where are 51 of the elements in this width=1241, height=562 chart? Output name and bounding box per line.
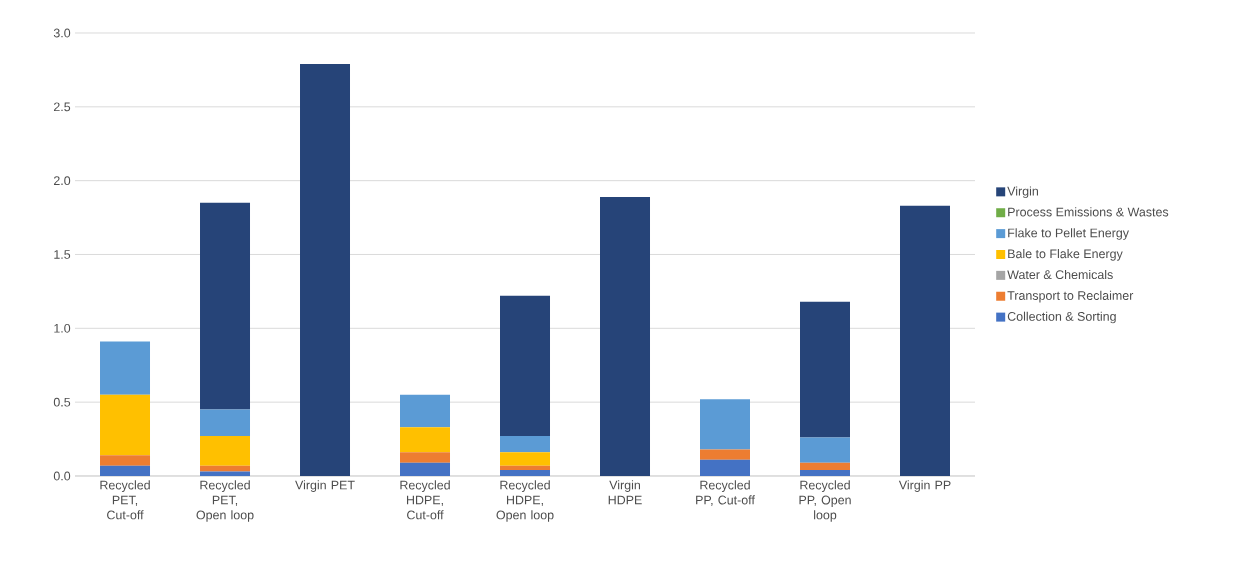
bar	[200, 465, 251, 472]
legend-label: Flake to Pellet Energy	[1008, 228, 1129, 240]
x-tick-label: Recycled HDPE, Open loop	[496, 480, 554, 522]
y-tick-label: 3.0	[53, 28, 71, 38]
y-tick-label: 2.5	[53, 102, 71, 112]
bar	[200, 202, 251, 410]
bar	[600, 196, 650, 476]
y-tick-label: 2.0	[53, 176, 71, 186]
bar	[500, 436, 551, 453]
bar	[500, 465, 551, 471]
bar	[700, 459, 750, 476]
x-tick-label: Virgin HDPE	[608, 480, 642, 505]
bar	[800, 437, 850, 463]
bar	[100, 341, 151, 395]
legend-label: Bale to Flake Energy	[1008, 249, 1123, 261]
bar	[200, 471, 251, 476]
bar	[400, 462, 451, 476]
bar	[500, 470, 551, 476]
bar	[700, 449, 750, 460]
bar	[700, 399, 750, 450]
bar	[100, 394, 151, 456]
bar	[400, 452, 451, 463]
bar	[200, 409, 251, 437]
y-tick-label: 0.5	[53, 397, 71, 407]
bar	[800, 301, 850, 438]
x-tick-label: Recycled PP, Cut-off	[696, 480, 755, 506]
bar	[100, 465, 151, 476]
y-tick-label: 0.0	[53, 471, 71, 481]
bar	[400, 427, 451, 453]
bar	[100, 455, 151, 466]
bar	[800, 462, 850, 471]
x-tick-label: Recycled PET, Open loop	[196, 480, 254, 522]
bar	[500, 452, 551, 466]
y-tick-label: 1.0	[54, 323, 71, 333]
y-tick-label: 1.5	[54, 250, 71, 259]
legend-label: Transport to Reclaimer	[1007, 290, 1134, 303]
legend-label: Collection & Sorting	[1007, 311, 1116, 324]
bar	[200, 436, 251, 466]
bar	[900, 205, 950, 476]
x-tick-label: Virgin PP	[898, 480, 951, 492]
legend-label: Virgin	[1007, 186, 1038, 199]
bar	[500, 295, 551, 437]
bar	[800, 470, 850, 476]
legend-label: Water & Chemicals	[1007, 269, 1113, 280]
x-tick-label: Recycled PP, Open loop	[799, 480, 851, 522]
x-tick-label: Recycled PET, Cut-off	[100, 480, 150, 520]
x-tick-label: Recycled HDPE, Cut-off	[400, 480, 450, 520]
bar	[300, 64, 351, 476]
legend-label: Process Emissions & Wastes	[1008, 207, 1169, 217]
bar	[400, 394, 451, 428]
x-tick-label: Virgin PET	[295, 480, 355, 492]
